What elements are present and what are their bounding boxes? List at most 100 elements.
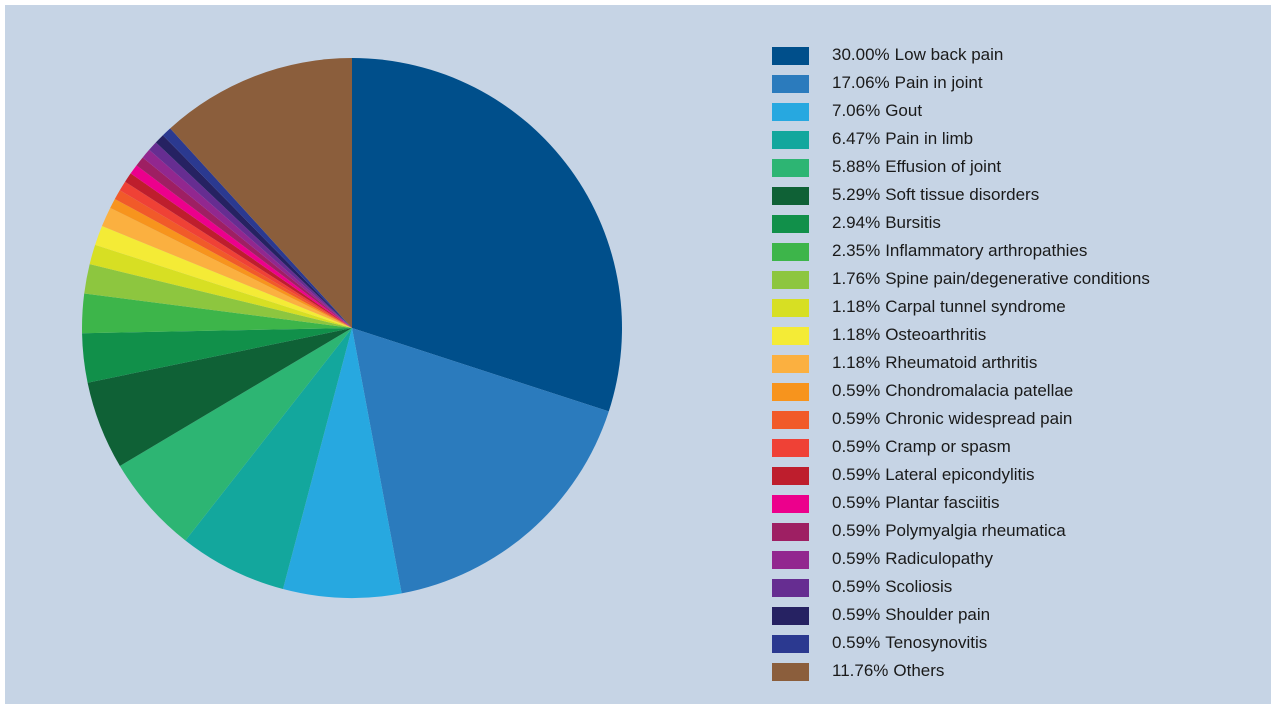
legend-name: Chondromalacia patellae <box>885 381 1073 400</box>
legend-label: 1.18% Rheumatoid arthritis <box>832 353 1037 372</box>
legend-label: 2.35% Inflammatory arthropathies <box>832 241 1087 260</box>
legend-label: 1.18% Osteoarthritis <box>832 325 986 344</box>
legend-value: 5.88% <box>832 157 880 176</box>
pie-slice <box>87 328 352 466</box>
legend-name: Rheumatoid arthritis <box>885 353 1037 372</box>
legend-name: Radiculopathy <box>885 549 993 568</box>
legend-name: Chronic widespread pain <box>885 409 1072 428</box>
legend-name: Carpal tunnel syndrome <box>885 297 1065 316</box>
legend-swatch <box>772 355 809 373</box>
pie-slice <box>149 142 352 328</box>
legend-name: Shoulder pain <box>885 605 990 624</box>
legend-name: Low back pain <box>895 45 1004 64</box>
legend-label: 0.59% Tenosynovitis <box>832 633 987 652</box>
pie-slice <box>170 58 352 328</box>
legend-name: Others <box>893 661 944 680</box>
legend-name: Inflammatory arthropathies <box>885 241 1087 260</box>
legend-swatch <box>772 159 809 177</box>
legend-label: 1.18% Carpal tunnel syndrome <box>832 297 1066 316</box>
legend-label: 2.94% Bursitis <box>832 213 941 232</box>
legend-value: 0.59% <box>832 409 880 428</box>
legend-swatch <box>772 299 809 317</box>
pie-slice <box>119 181 353 328</box>
legend-value: 11.76% <box>832 661 888 680</box>
pie-slice <box>110 198 352 328</box>
legend-value: 17.06% <box>832 73 890 92</box>
legend-value: 0.59% <box>832 521 880 540</box>
legend-name: Plantar fasciitis <box>885 493 999 512</box>
legend-name: Cramp or spasm <box>885 437 1011 456</box>
legend-label: 0.59% Polymyalgia rheumatica <box>832 521 1066 540</box>
pie-slice <box>130 165 352 328</box>
pie-slice <box>114 190 352 328</box>
legend-swatch <box>772 75 809 93</box>
pie-slice <box>89 244 352 328</box>
legend-swatch <box>772 551 809 569</box>
pie-slice <box>142 149 352 328</box>
legend-label: 0.59% Scoliosis <box>832 577 952 596</box>
legend-swatch <box>772 103 809 121</box>
legend-label: 0.59% Chondromalacia patellae <box>832 381 1073 400</box>
legend-value: 30.00% <box>832 45 890 64</box>
legend-label: 0.59% Lateral epicondylitis <box>832 465 1035 484</box>
legend-value: 0.59% <box>832 465 880 484</box>
pie-slice <box>136 157 352 328</box>
pie-slice <box>352 328 609 594</box>
legend-name: Osteoarthritis <box>885 325 986 344</box>
legend-swatch <box>772 187 809 205</box>
legend-swatch <box>772 47 809 65</box>
legend-value: 6.47% <box>832 129 880 148</box>
legend-name: Gout <box>885 101 922 120</box>
pie-slice <box>82 293 353 334</box>
pie-slice <box>125 173 352 328</box>
legend-value: 1.76% <box>832 269 880 288</box>
legend-name: Soft tissue disorders <box>885 185 1039 204</box>
legend-swatch <box>772 131 809 149</box>
legend-label: 30.00% Low back pain <box>832 45 1003 64</box>
legend-name: Polymyalgia rheumatica <box>885 521 1066 540</box>
pie-slice <box>185 328 352 590</box>
legend-swatch <box>772 523 809 541</box>
legend-value: 7.06% <box>832 101 880 120</box>
legend-swatch <box>772 607 809 625</box>
legend-value: 0.59% <box>832 549 880 568</box>
legend-label: 5.88% Effusion of joint <box>832 157 1001 176</box>
legend-value: 5.29% <box>832 185 880 204</box>
legend-name: Effusion of joint <box>885 157 1001 176</box>
legend-label: 0.59% Cramp or spasm <box>832 437 1011 456</box>
legend-swatch <box>772 243 809 261</box>
legend-label: 0.59% Radiculopathy <box>832 549 993 568</box>
legend-label: 0.59% Shoulder pain <box>832 605 990 624</box>
legend-value: 0.59% <box>832 381 880 400</box>
legend-label: 5.29% Soft tissue disorders <box>832 185 1039 204</box>
legend-value: 0.59% <box>832 437 880 456</box>
pie-slice <box>95 226 353 328</box>
legend-name: Bursitis <box>885 213 941 232</box>
legend-label: 0.59% Chronic widespread pain <box>832 409 1072 428</box>
legend-label: 1.76% Spine pain/degenerative conditions <box>832 269 1150 288</box>
legend-label: 0.59% Plantar fasciitis <box>832 493 1000 512</box>
legend-name: Tenosynovitis <box>885 633 987 652</box>
pie-slice <box>282 328 402 598</box>
legend-label: 7.06% Gout <box>832 101 922 120</box>
legend-value: 1.18% <box>832 353 880 372</box>
legend-label: 11.76% Others <box>832 661 944 680</box>
legend-name: Pain in joint <box>895 73 983 92</box>
legend-label: 6.47% Pain in limb <box>832 129 973 148</box>
legend-value: 2.94% <box>832 213 880 232</box>
legend-name: Scoliosis <box>885 577 952 596</box>
pie-slice <box>162 128 352 328</box>
legend-value: 0.59% <box>832 633 880 652</box>
pie-slice <box>82 328 352 383</box>
pie-slice <box>155 135 352 328</box>
legend-label: 17.06% Pain in joint <box>832 73 983 92</box>
legend-swatch <box>772 579 809 597</box>
pie-slice <box>101 207 352 328</box>
legend-swatch <box>772 439 809 457</box>
legend-name: Pain in limb <box>885 129 973 148</box>
legend-swatch <box>772 383 809 401</box>
pie-slice <box>84 264 352 328</box>
legend-value: 0.59% <box>832 493 880 512</box>
